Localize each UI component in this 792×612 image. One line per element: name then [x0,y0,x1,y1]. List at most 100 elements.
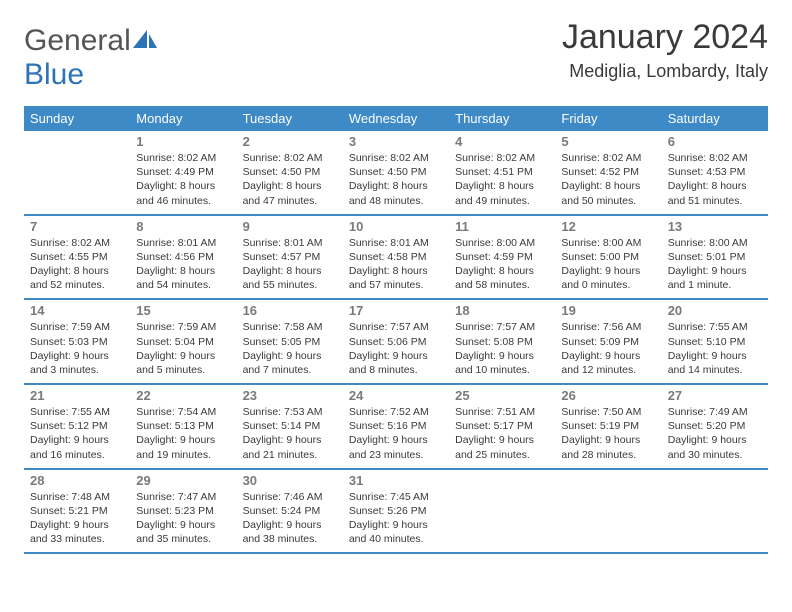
week-row: 28 Sunrise: 7:48 AMSunset: 5:21 PMDayligh… [24,470,768,555]
sunset-text: Sunset: 4:57 PM [243,250,337,264]
day-cell: 23Sunrise: 7:53 AMSunset: 5:14 PMDayligh… [237,385,343,468]
daylight-text: Daylight: 9 hours and 40 minutes. [349,518,443,546]
day-info: Sunrise: 8:00 AMSunset: 5:00 PMDaylight:… [561,236,655,293]
sunrise-text: Sunrise: 8:00 AM [561,236,655,250]
day-info: Sunrise: 7:55 AMSunset: 5:12 PMDaylight:… [30,405,124,462]
sunrise-text: Sunrise: 8:02 AM [243,151,337,165]
day-info: Sunrise: 7:58 AMSunset: 5:05 PMDaylight:… [243,320,337,377]
day-info: Sunrise: 7:49 AMSunset: 5:20 PMDaylight:… [668,405,762,462]
day-info: Sunrise: 7:57 AMSunset: 5:08 PMDaylight:… [455,320,549,377]
daylight-text: Daylight: 9 hours and 38 minutes. [243,518,337,546]
sunrise-text: Sunrise: 7:46 AM [243,490,337,504]
sunset-text: Sunset: 4:49 PM [136,165,230,179]
daylight-text: Daylight: 9 hours and 1 minute. [668,264,762,292]
day-number: 28 [30,473,124,488]
day-cell: 7Sunrise: 8:02 AMSunset: 4:55 PMDaylight… [24,216,130,299]
week-row: 14Sunrise: 7:59 AMSunset: 5:03 PMDayligh… [24,300,768,385]
day-info: Sunrise: 8:01 AMSunset: 4:58 PMDaylight:… [349,236,443,293]
day-info: Sunrise: 8:02 AMSunset: 4:49 PMDaylight:… [136,151,230,208]
day-cell: 17 Sunrise: 7:57 AMSunset: 5:06 PMDayligh… [343,300,449,383]
weekday-header: Thursday [449,106,555,131]
weekday-header: Wednesday [343,106,449,131]
daylight-text: Daylight: 9 hours and 7 minutes. [243,349,337,377]
weeks-container: 1Sunrise: 8:02 AMSunset: 4:49 PMDaylight… [24,131,768,554]
day-number: 4 [455,134,549,149]
day-cell: 3Sunrise: 8:02 AMSunset: 4:50 PMDaylight… [343,131,449,214]
daylight-text: Daylight: 8 hours and 54 minutes. [136,264,230,292]
day-cell: 26 Sunrise: 7:50 AMSunset: 5:19 PMDayligh… [555,385,661,468]
sunrise-text: Sunrise: 7:59 AM [136,320,230,334]
sunrise-text: Sunrise: 7:48 AM [30,490,124,504]
day-cell [24,131,130,214]
day-number: 9 [243,219,337,234]
day-number: 25 [455,388,549,403]
sunset-text: Sunset: 4:51 PM [455,165,549,179]
sunrise-text: Sunrise: 7:49 AM [668,405,762,419]
sunrise-text: Sunrise: 7:58 AM [243,320,337,334]
day-number: 18 [455,303,549,318]
daylight-text: Daylight: 9 hours and 8 minutes. [349,349,443,377]
sunset-text: Sunset: 5:13 PM [136,419,230,433]
sunset-text: Sunset: 4:50 PM [243,165,337,179]
logo-word-general: General [24,24,131,57]
day-info: Sunrise: 7:56 AMSunset: 5:09 PMDaylight:… [561,320,655,377]
day-number: 20 [668,303,762,318]
day-info: Sunrise: 7:50 AMSunset: 5:19 PMDaylight:… [561,405,655,462]
day-number: 16 [243,303,337,318]
daylight-text: Daylight: 8 hours and 57 minutes. [349,264,443,292]
sunrise-text: Sunrise: 7:50 AM [561,405,655,419]
logo-word-blue: Blue [24,58,84,91]
day-info: Sunrise: 7:48 AMSunset: 5:21 PMDaylight:… [30,490,124,547]
day-number: 17 [349,303,443,318]
day-cell: 13Sunrise: 8:00 AMSunset: 5:01 PMDayligh… [662,216,768,299]
sunset-text: Sunset: 5:08 PM [455,335,549,349]
day-info: Sunrise: 7:46 AMSunset: 5:24 PMDaylight:… [243,490,337,547]
day-info: Sunrise: 7:57 AMSunset: 5:06 PMDaylight:… [349,320,443,377]
day-info: Sunrise: 8:02 AMSunset: 4:53 PMDaylight:… [668,151,762,208]
calendar: Sunday Monday Tuesday Wednesday Thursday… [24,106,768,554]
day-info: Sunrise: 7:59 AMSunset: 5:04 PMDaylight:… [136,320,230,377]
daylight-text: Daylight: 9 hours and 23 minutes. [349,433,443,461]
sunset-text: Sunset: 4:52 PM [561,165,655,179]
day-cell: 14Sunrise: 7:59 AMSunset: 5:03 PMDayligh… [24,300,130,383]
day-cell: 22Sunrise: 7:54 AMSunset: 5:13 PMDayligh… [130,385,236,468]
page-header: GeneralBlue January 2024 Mediglia, Lomba… [24,18,768,92]
day-number: 24 [349,388,443,403]
sunrise-text: Sunrise: 8:02 AM [668,151,762,165]
daylight-text: Daylight: 9 hours and 28 minutes. [561,433,655,461]
day-number: 1 [136,134,230,149]
month-title: January 2024 [562,18,768,57]
sunrise-text: Sunrise: 7:55 AM [30,405,124,419]
daylight-text: Daylight: 9 hours and 12 minutes. [561,349,655,377]
sunset-text: Sunset: 4:50 PM [349,165,443,179]
day-info: Sunrise: 8:02 AMSunset: 4:50 PMDaylight:… [349,151,443,208]
day-number: 27 [668,388,762,403]
day-cell: 6Sunrise: 8:02 AMSunset: 4:53 PMDaylight… [662,131,768,214]
day-number: 5 [561,134,655,149]
sunset-text: Sunset: 5:09 PM [561,335,655,349]
sunrise-text: Sunrise: 7:54 AM [136,405,230,419]
weekday-header: Friday [555,106,661,131]
title-block: January 2024 Mediglia, Lombardy, Italy [562,18,768,82]
day-number: 12 [561,219,655,234]
daylight-text: Daylight: 8 hours and 52 minutes. [30,264,124,292]
sunset-text: Sunset: 4:55 PM [30,250,124,264]
day-number: 15 [136,303,230,318]
day-info: Sunrise: 7:52 AMSunset: 5:16 PMDaylight:… [349,405,443,462]
day-number: 13 [668,219,762,234]
daylight-text: Daylight: 8 hours and 46 minutes. [136,179,230,207]
sunrise-text: Sunrise: 8:00 AM [455,236,549,250]
day-number: 7 [30,219,124,234]
day-cell: 10Sunrise: 8:01 AMSunset: 4:58 PMDayligh… [343,216,449,299]
sunrise-text: Sunrise: 7:47 AM [136,490,230,504]
day-number: 26 [561,388,655,403]
day-cell: 19Sunrise: 7:56 AMSunset: 5:09 PMDayligh… [555,300,661,383]
logo: GeneralBlue [24,18,159,92]
weekday-header: Saturday [662,106,768,131]
day-info: Sunrise: 7:45 AMSunset: 5:26 PMDaylight:… [349,490,443,547]
daylight-text: Daylight: 8 hours and 58 minutes. [455,264,549,292]
week-row: 21 Sunrise: 7:55 AMSunset: 5:12 PMDayligh… [24,385,768,470]
logo-text: GeneralBlue [24,24,159,92]
day-number: 21 [30,388,124,403]
daylight-text: Daylight: 8 hours and 49 minutes. [455,179,549,207]
